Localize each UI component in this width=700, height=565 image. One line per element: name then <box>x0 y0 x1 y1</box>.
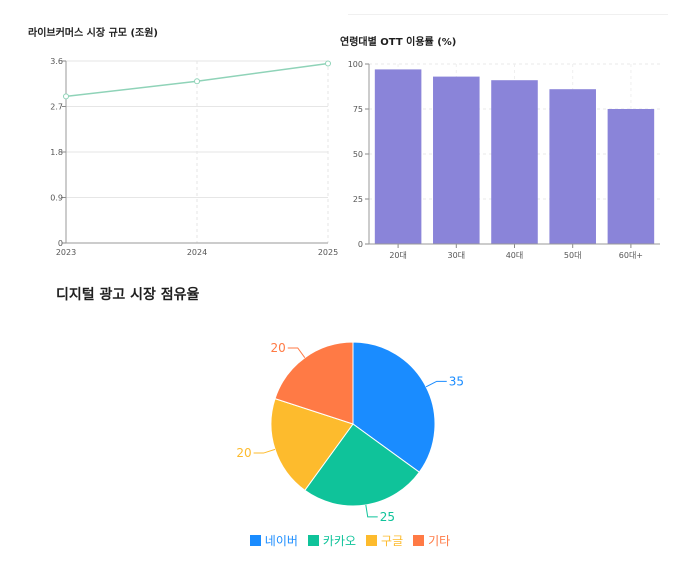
x-tick-label: 40대 <box>506 251 524 260</box>
bar-chart-title: 연령대별 OTT 이용률 (%) <box>340 37 457 48</box>
pie-value-label: 20 <box>236 446 251 460</box>
pie-leader-line <box>287 347 306 358</box>
legend-swatch <box>413 535 425 546</box>
bar-chart-panel: 연령대별 OTT 이용률 (%) 0 25 50 75 100 20대 30대 40대 50대 6… <box>340 0 700 270</box>
legend-swatch <box>366 535 378 546</box>
line-point <box>325 60 331 67</box>
y-tick-label: 0.9 <box>50 194 63 203</box>
line-chart-svg: 0 0.9 1.8 2.7 3.6 2023 2024 2025 <box>50 57 338 257</box>
x-tick-label: 60대+ <box>619 251 643 260</box>
line-chart-panel: 라이브커머스 시장 규모 (조원) 0 0.9 1.8 2.7 3.6 2023 2024 2… <box>0 0 340 270</box>
pie-leader-line <box>253 448 276 454</box>
pie-value-label: 35 <box>449 374 464 388</box>
legend-item: 네이버 <box>249 532 298 549</box>
bar-20대 <box>374 69 422 245</box>
bar-30대 <box>433 76 480 244</box>
pie-leader-line <box>425 380 447 388</box>
bar-60대+ <box>607 109 655 244</box>
x-tick-label: 2023 <box>56 248 76 257</box>
top-divider <box>348 14 668 15</box>
bar-chart-svg: 0 25 50 75 100 20대 30대 40대 50대 60대+ <box>348 60 660 260</box>
legend-swatch <box>307 535 319 546</box>
line-point <box>63 93 69 100</box>
pie-slice-카카오 <box>304 423 421 507</box>
legend-label: 카카오 <box>322 534 357 548</box>
bar-50대 <box>549 89 596 244</box>
pie-slice-네이버 <box>352 341 436 473</box>
y-tick-label: 0 <box>358 240 363 249</box>
y-tick-label: 3.6 <box>50 57 63 66</box>
x-tick-label: 50대 <box>564 251 582 260</box>
legend-item: 카카오 <box>307 532 357 549</box>
pie-chart-panel: 디지털 광고 시장 점유율 35 25 20 20 네이버 카카오 구글 기타 <box>0 270 700 565</box>
legend-label: 구글 <box>381 534 404 548</box>
y-tick-label: 50 <box>353 150 363 159</box>
pie-chart-title: 디지털 광고 시장 점유율 <box>56 287 200 303</box>
y-tick-label: 25 <box>353 195 363 204</box>
legend-swatch <box>249 535 261 546</box>
line-point <box>194 78 200 85</box>
x-tick-label: 2024 <box>187 248 207 257</box>
y-tick-label: 100 <box>348 60 363 69</box>
pie-value-label: 25 <box>380 510 395 524</box>
pie-slice-구글 <box>270 398 354 492</box>
x-tick-label: 20대 <box>389 251 407 260</box>
y-tick-label: 1.8 <box>50 148 63 157</box>
pie-leader-line <box>365 504 378 518</box>
bar-40대 <box>491 80 538 244</box>
pie-chart-svg: 35 25 20 20 <box>236 341 464 524</box>
legend-label: 기타 <box>428 534 451 548</box>
pie-value-label: 20 <box>270 341 285 355</box>
legend-item: 기타 <box>413 532 450 549</box>
legend-label: 네이버 <box>264 534 298 548</box>
x-tick-label: 2025 <box>318 248 338 257</box>
pie-legend: 네이버 카카오 구글 기타 <box>0 532 700 549</box>
y-tick-label: 75 <box>353 105 363 114</box>
legend-item: 구글 <box>366 532 403 549</box>
x-tick-label: 30대 <box>448 251 466 260</box>
y-tick-label: 0 <box>58 239 63 248</box>
line-chart-title: 라이브커머스 시장 규모 (조원) <box>28 28 158 39</box>
y-tick-label: 2.7 <box>50 103 63 112</box>
